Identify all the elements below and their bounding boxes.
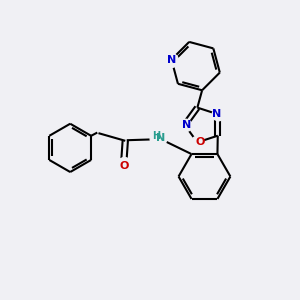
Text: N: N [212, 109, 221, 119]
Text: N: N [167, 55, 176, 64]
Text: O: O [119, 160, 128, 170]
Text: N: N [182, 120, 191, 130]
Text: O: O [195, 137, 204, 147]
Text: H: H [152, 130, 160, 140]
Text: N: N [156, 134, 165, 143]
